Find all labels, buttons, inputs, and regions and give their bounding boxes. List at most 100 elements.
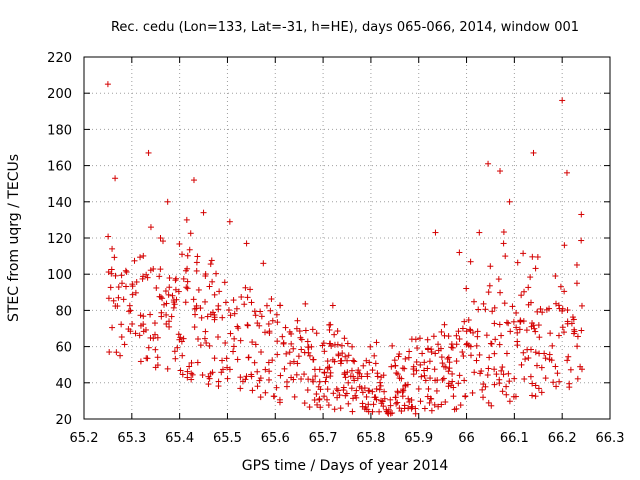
- data-point: [351, 377, 358, 384]
- data-point: [115, 284, 122, 291]
- x-tick-label: 65.4: [165, 431, 194, 446]
- data-point: [392, 394, 399, 401]
- data-point: [417, 398, 424, 405]
- data-point: [507, 328, 514, 335]
- data-point: [394, 399, 401, 406]
- data-point: [361, 385, 368, 392]
- data-point: [251, 359, 258, 366]
- data-point: [168, 313, 175, 320]
- data-point: [160, 301, 167, 308]
- data-point: [295, 353, 302, 360]
- data-point: [110, 297, 117, 304]
- data-point: [399, 393, 406, 400]
- data-point: [323, 374, 330, 381]
- data-point: [396, 351, 403, 358]
- data-point: [327, 373, 334, 380]
- data-point: [122, 267, 129, 274]
- data-point: [230, 297, 237, 304]
- data-point: [574, 333, 581, 340]
- data-point: [137, 254, 144, 261]
- data-point: [497, 289, 504, 296]
- data-point: [503, 383, 510, 390]
- data-point: [413, 367, 420, 374]
- data-point: [552, 363, 559, 370]
- data-point: [230, 343, 237, 350]
- data-point: [476, 229, 483, 236]
- data-point: [223, 355, 230, 362]
- data-point: [172, 277, 179, 284]
- data-point: [571, 328, 578, 335]
- data-point: [371, 352, 378, 359]
- data-point: [412, 336, 419, 343]
- data-point: [183, 216, 190, 223]
- y-tick-label: 180: [47, 123, 72, 138]
- data-point: [145, 344, 152, 351]
- data-point: [441, 321, 448, 328]
- data-point: [480, 381, 487, 388]
- data-point: [491, 350, 498, 357]
- data-point: [482, 306, 489, 313]
- data-point: [325, 402, 332, 409]
- data-point: [140, 321, 147, 328]
- data-point: [320, 340, 327, 347]
- data-point: [183, 284, 190, 291]
- data-point: [483, 332, 490, 339]
- data-point: [209, 278, 216, 285]
- data-point: [550, 379, 557, 386]
- data-point: [376, 408, 383, 415]
- data-point: [559, 324, 566, 331]
- data-point: [393, 400, 400, 407]
- data-point: [184, 368, 191, 375]
- data-point: [305, 376, 312, 383]
- data-point: [269, 317, 276, 324]
- data-point: [548, 357, 555, 364]
- data-point: [573, 280, 580, 287]
- data-point: [405, 395, 412, 402]
- data-point: [213, 270, 220, 277]
- data-point: [471, 298, 478, 305]
- data-point: [219, 357, 226, 364]
- data-point: [164, 198, 171, 205]
- data-point: [277, 372, 284, 379]
- data-point: [487, 340, 494, 347]
- data-point: [350, 373, 357, 380]
- data-point: [247, 286, 254, 293]
- data-point: [372, 360, 379, 367]
- data-point: [555, 302, 562, 309]
- data-point: [380, 403, 387, 410]
- data-point: [273, 384, 280, 391]
- data-point: [493, 371, 500, 378]
- data-point: [555, 332, 562, 339]
- data-point: [475, 306, 482, 313]
- data-point: [535, 322, 542, 329]
- data-point: [283, 383, 290, 390]
- data-point: [506, 398, 513, 405]
- data-point: [528, 299, 535, 306]
- data-point: [573, 261, 580, 268]
- data-point: [211, 355, 218, 362]
- data-point: [271, 393, 278, 400]
- data-point: [173, 296, 180, 303]
- data-point: [221, 279, 228, 286]
- data-point: [306, 404, 313, 411]
- data-point: [175, 288, 182, 295]
- grid-lines: [84, 57, 610, 419]
- data-point: [195, 286, 202, 293]
- data-point: [316, 366, 323, 373]
- data-point: [578, 327, 585, 334]
- data-point: [498, 367, 505, 374]
- y-tick-label: 120: [47, 232, 72, 247]
- data-point: [373, 396, 380, 403]
- data-point: [561, 242, 568, 249]
- data-point: [560, 329, 567, 336]
- data-point: [394, 371, 401, 378]
- data-point: [529, 253, 536, 260]
- data-point: [365, 401, 372, 408]
- data-point: [163, 300, 170, 307]
- data-point: [331, 331, 338, 338]
- data-point: [405, 354, 412, 361]
- data-point: [556, 378, 563, 385]
- data-point: [456, 372, 463, 379]
- data-point: [254, 368, 261, 375]
- data-point: [154, 362, 161, 369]
